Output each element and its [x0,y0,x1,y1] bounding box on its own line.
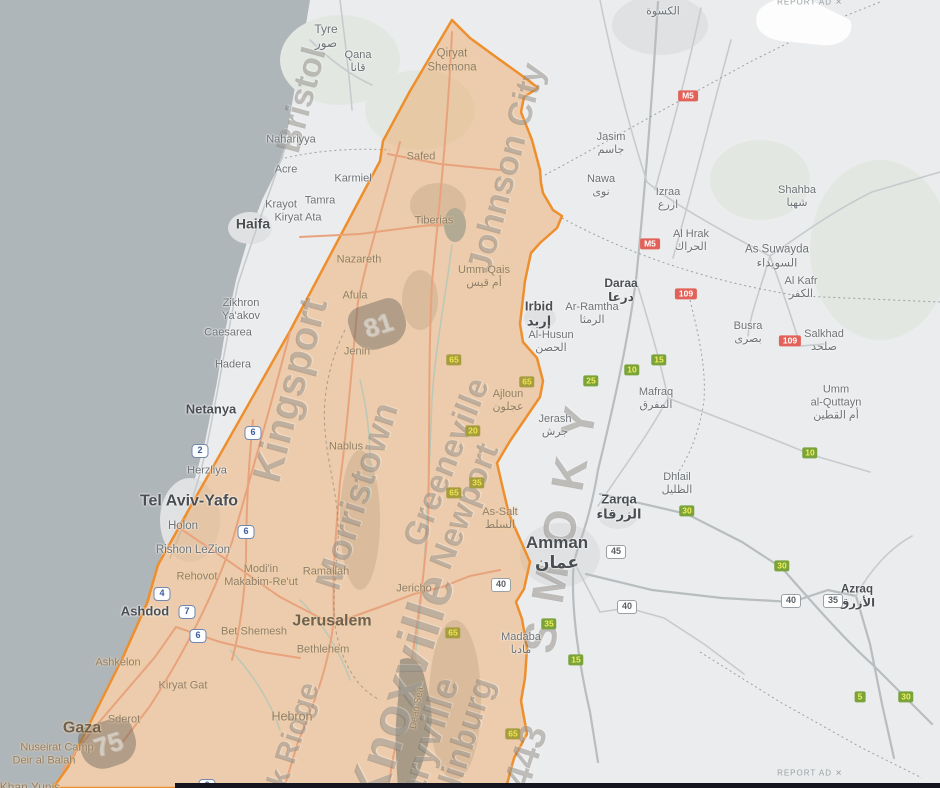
sea-of-galilee [444,208,466,242]
comparison-overlay-polygon [51,18,564,788]
dead-sea [395,658,432,788]
mediterranean-sea [0,0,310,788]
ad-banner-strip[interactable] [175,783,940,788]
ad-placeholder-blob [756,0,852,46]
